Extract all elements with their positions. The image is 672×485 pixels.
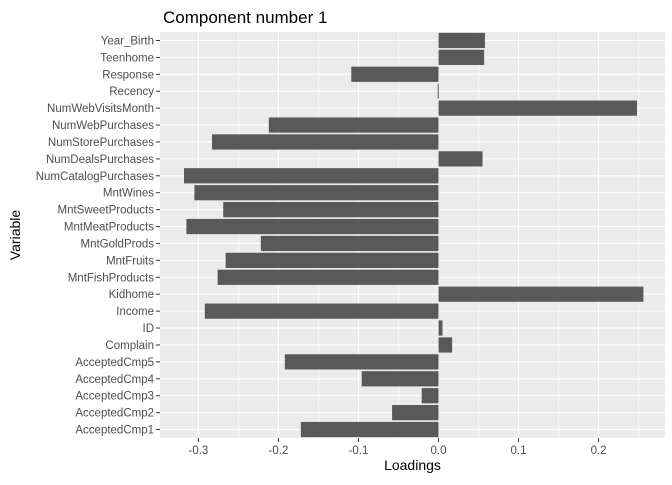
bar-MntSweetProducts xyxy=(223,202,439,218)
y-tick-label: MntFruits xyxy=(106,255,154,267)
bar-MntFishProducts xyxy=(217,269,439,285)
x-axis: -0.3 -0.2 -0.1 0.0 0.1 0.2 xyxy=(189,438,607,457)
bar-NumCatalogPurchases xyxy=(184,168,439,184)
y-tick-label: AcceptedCmp2 xyxy=(75,408,154,420)
bars xyxy=(184,32,644,438)
bar-NumStorePurchases xyxy=(212,134,439,150)
bar-MntWines xyxy=(194,185,439,201)
y-tick-label: MntMeatProducts xyxy=(64,222,154,234)
x-tick-label: -0.1 xyxy=(349,445,369,457)
y-tick-label: Year_Birth xyxy=(101,35,154,47)
bar-NumWebPurchases xyxy=(268,117,439,133)
x-tick-label: -0.3 xyxy=(189,445,209,457)
y-tick-label: MntWines xyxy=(103,188,154,200)
y-tick-label: MntFishProducts xyxy=(68,272,155,284)
x-tick-label: 0.0 xyxy=(431,445,447,457)
bar-AcceptedCmp3 xyxy=(421,388,439,404)
bar-Complain xyxy=(438,337,453,353)
bar-Income xyxy=(204,303,439,319)
y-tick-label: AcceptedCmp1 xyxy=(75,425,154,437)
y-axis: Year_Birth Teenhome Response Recency NumWebV… xyxy=(36,35,160,437)
y-tick-label: MntGoldProds xyxy=(80,238,154,250)
y-tick-label: NumWebVisitsMonth xyxy=(47,103,154,115)
x-axis-title: Loadings xyxy=(384,457,441,473)
y-tick-label: NumStorePurchases xyxy=(48,137,154,149)
bar-NumWebVisitsMonth xyxy=(438,100,637,116)
y-tick-label: Complain xyxy=(105,340,154,352)
bar-AcceptedCmp2 xyxy=(392,405,439,421)
bar-Year_Birth xyxy=(438,32,485,49)
y-tick-label: Recency xyxy=(109,86,154,98)
y-tick-label: MntSweetProducts xyxy=(57,205,154,217)
y-tick-label: NumWebPurchases xyxy=(52,120,154,132)
bar-AcceptedCmp4 xyxy=(361,371,439,387)
bar-Response xyxy=(351,66,439,82)
y-tick-label: AcceptedCmp3 xyxy=(75,391,154,403)
bar-AcceptedCmp5 xyxy=(284,354,439,370)
y-tick-label: NumCatalogPurchases xyxy=(36,171,155,183)
minor-gridlines xyxy=(238,32,639,438)
bar-MntMeatProducts xyxy=(186,218,439,235)
y-tick-label: Income xyxy=(116,306,154,318)
y-tick-label: Response xyxy=(102,69,154,81)
bar-MntGoldProds xyxy=(260,235,439,252)
bar-MntFruits xyxy=(225,252,439,268)
chart-title: Component number 1 xyxy=(163,8,327,27)
x-tick-label: 0.2 xyxy=(591,445,607,457)
bar-AcceptedCmp1 xyxy=(300,421,439,438)
x-tick-label: -0.2 xyxy=(269,445,289,457)
y-tick-label: ID xyxy=(143,323,155,335)
y-tick-label: AcceptedCmp5 xyxy=(75,357,154,369)
y-tick-label: Kidhome xyxy=(109,289,154,301)
bar-Recency xyxy=(437,83,439,99)
bar-NumDealsPurchases xyxy=(438,151,483,167)
bar-ID xyxy=(438,320,443,336)
y-axis-title: Variable xyxy=(7,210,23,261)
y-tick-label: AcceptedCmp4 xyxy=(75,374,154,386)
bar-Teenhome xyxy=(438,49,485,65)
plot-panel xyxy=(160,32,665,438)
y-tick-label: NumDealsPurchases xyxy=(46,154,154,166)
x-tick-label: 0.1 xyxy=(511,445,527,457)
y-tick-label: Teenhome xyxy=(100,52,154,64)
bar-Kidhome xyxy=(438,286,644,302)
